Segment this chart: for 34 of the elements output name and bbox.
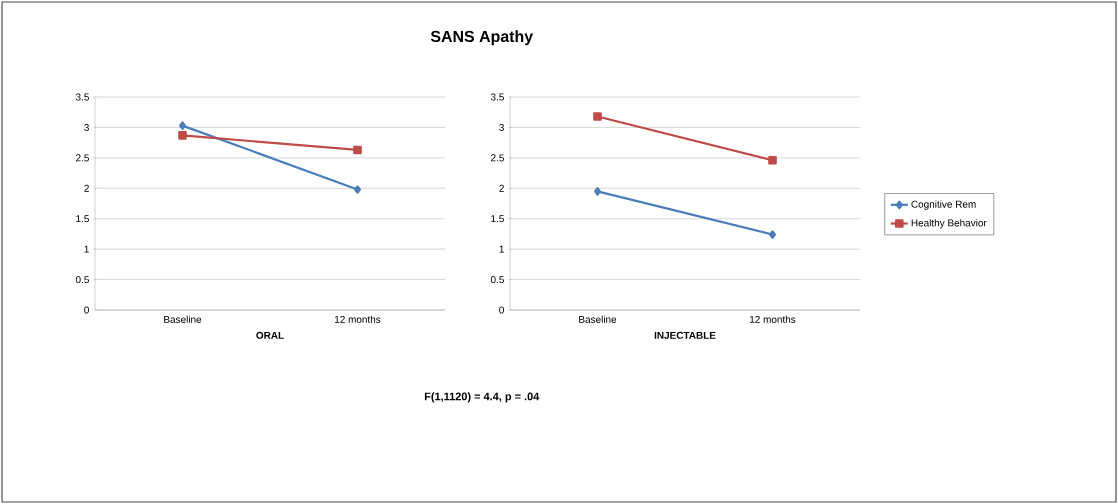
- point: [594, 187, 602, 196]
- y-tick-label: 3: [84, 123, 89, 131]
- x-tick-label: Baseline: [164, 315, 202, 323]
- text: F(1,1120) = 4.4, p = .04: [424, 392, 540, 403]
- point: [179, 121, 186, 130]
- y-tick-label: 2.5: [491, 154, 504, 162]
- point: [178, 131, 187, 140]
- legend-label: Healthy Behavior: [911, 219, 987, 229]
- y-tick-label: 3.5: [75, 93, 89, 101]
- point: [354, 185, 361, 194]
- point: [768, 156, 777, 165]
- legend-label: Cognitive Rem: [911, 200, 976, 210]
- x-tick-label: Baseline: [579, 315, 617, 323]
- point: [769, 230, 777, 239]
- y-tick-label: 1: [499, 245, 504, 253]
- text: SANS Apathy: [430, 30, 534, 46]
- y-tick-label: 3: [499, 123, 504, 131]
- y-tick-label: 0.5: [490, 276, 504, 284]
- x-tick-label: 12 months: [750, 315, 796, 323]
- y-tick-label: 1.5: [76, 215, 89, 223]
- y-tick-label: 1: [84, 245, 89, 253]
- y-tick-label: 1.5: [491, 215, 504, 223]
- y-tick-label: 2.5: [76, 154, 89, 162]
- y-tick-label: 2: [84, 184, 89, 192]
- x-tick-label: 12 months: [335, 315, 381, 323]
- point: [593, 112, 602, 121]
- y-tick-label: 3.5: [490, 93, 504, 101]
- y-tick-label: 2: [499, 184, 504, 192]
- x-axis-title: ORAL: [256, 331, 284, 339]
- y-tick-label: 0.5: [75, 276, 89, 284]
- y-tick-label: 0: [499, 306, 504, 314]
- x-axis-title: INJECTABLE: [654, 331, 716, 339]
- point: [353, 145, 362, 155]
- y-tick-label: 0: [84, 306, 89, 314]
